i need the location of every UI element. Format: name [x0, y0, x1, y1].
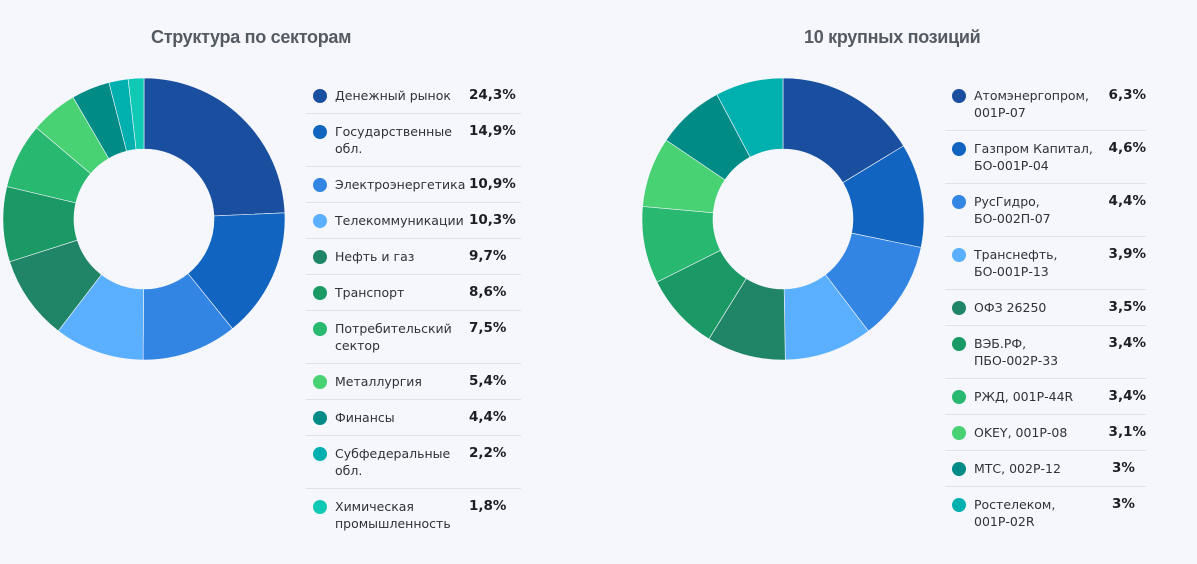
legend-value: 3,1% [1108, 424, 1146, 440]
legend-value: 2,2% [469, 445, 507, 461]
legend-color-dot-icon [313, 250, 327, 264]
legend-label: ВЭБ.РФ, ПБО-002Р-33 [974, 336, 1059, 368]
positions-chart-title: 10 крупных позиций [804, 27, 981, 47]
legend-label: Ростелеком, 001Р-02R [974, 497, 1056, 529]
legend-color-dot-icon [952, 426, 966, 440]
legend-item[interactable]: Транспорт 8,6% [306, 275, 521, 311]
legend-label: Финансы [335, 410, 395, 425]
legend-color-dot-icon [952, 89, 966, 103]
legend-value: 14,9% [469, 123, 516, 139]
legend-color-dot-icon [952, 462, 966, 476]
legend-color-dot-icon [313, 89, 327, 103]
legend-label: РусГидро, БО-002П-07 [974, 194, 1051, 226]
legend-color-dot-icon [313, 286, 327, 300]
legend-color-dot-icon [313, 214, 327, 228]
legend-color-dot-icon [313, 375, 327, 389]
sector-legend: Денежный рынок 24,3% Государственные обл. 1… [306, 78, 521, 541]
legend-color-dot-icon [952, 248, 966, 262]
legend-label: Транснефть, БО-001Р-13 [974, 247, 1058, 279]
legend-label: Субфедеральные обл. [335, 446, 451, 478]
legend-color-dot-icon [952, 390, 966, 404]
legend-item[interactable]: Ростелеком, 001Р-02R 3% [945, 487, 1146, 539]
legend-item[interactable]: Транснефть, БО-001Р-13 3,9% [945, 237, 1146, 290]
legend-item[interactable]: Химическая промышленность 1,8% [306, 489, 521, 541]
legend-item[interactable]: Денежный рынок 24,3% [306, 78, 521, 114]
legend-value: 8,6% [469, 284, 507, 300]
legend-value: 3% [1112, 460, 1135, 476]
legend-item[interactable]: Металлургия 5,4% [306, 364, 521, 400]
legend-value: 3,4% [1108, 335, 1146, 351]
legend-color-dot-icon [952, 337, 966, 351]
legend-color-dot-icon [952, 301, 966, 315]
legend-item[interactable]: Газпром Капитал, БО-001Р-04 4,6% [945, 131, 1146, 184]
legend-value: 3,5% [1108, 299, 1146, 315]
legend-item[interactable]: Потребительский сектор 7,5% [306, 311, 521, 364]
positions-donut-chart [641, 77, 925, 361]
legend-label: Транспорт [335, 285, 405, 300]
legend-label: Газпром Капитал, БО-001Р-04 [974, 141, 1093, 173]
positions-legend: Атомэнергопром, 001Р-07 6,3% Газпром Капит… [945, 78, 1146, 539]
sector-chart-title: Структура по секторам [151, 27, 352, 47]
legend-item[interactable]: ВЭБ.РФ, ПБО-002Р-33 3,4% [945, 326, 1146, 379]
legend-label: РЖД, 001Р-44R [974, 389, 1074, 404]
donut-segment[interactable] [127, 77, 145, 150]
legend-value: 4,4% [1108, 193, 1146, 209]
legend-value: 24,3% [469, 87, 516, 103]
top-positions-panel: 10 крупных позиций Атомэнергопром, 001Р-… [630, 0, 1197, 564]
legend-color-dot-icon [952, 498, 966, 512]
legend-item[interactable]: Нефть и газ 9,7% [306, 239, 521, 275]
legend-item[interactable]: ОФЗ 26250 3,5% [945, 290, 1146, 326]
legend-item[interactable]: OKEY, 001Р-08 3,1% [945, 415, 1146, 451]
legend-label: Потребительский сектор [335, 321, 452, 353]
legend-item[interactable]: Телекоммуникации 10,3% [306, 203, 521, 239]
legend-value: 7,5% [469, 320, 507, 336]
legend-value: 3% [1112, 496, 1135, 512]
legend-label: Металлургия [335, 374, 422, 389]
legend-label: Государственные обл. [335, 124, 452, 156]
legend-item[interactable]: Финансы 4,4% [306, 400, 521, 436]
legend-label: Денежный рынок [335, 88, 451, 103]
legend-item[interactable]: МТС, 002Р-12 3% [945, 451, 1146, 487]
donut-segment[interactable] [716, 77, 784, 158]
legend-value: 3,4% [1108, 388, 1146, 404]
legend-value: 5,4% [469, 373, 507, 389]
legend-label: ОФЗ 26250 [974, 300, 1047, 315]
legend-item[interactable]: Государственные обл. 14,9% [306, 114, 521, 167]
legend-item[interactable]: Субфедеральные обл. 2,2% [306, 436, 521, 489]
legend-label: Химическая промышленность [335, 499, 451, 531]
legend-item[interactable]: Электроэнергетика 10,9% [306, 167, 521, 203]
legend-label: Телекоммуникации [335, 213, 464, 228]
legend-label: Электроэнергетика [335, 177, 466, 192]
legend-value: 9,7% [469, 248, 507, 264]
donut-segment[interactable] [143, 77, 286, 217]
legend-value: 1,8% [469, 498, 507, 514]
legend-color-dot-icon [313, 411, 327, 425]
legend-item[interactable]: РусГидро, БО-002П-07 4,4% [945, 184, 1146, 237]
legend-value: 6,3% [1108, 87, 1146, 103]
legend-color-dot-icon [313, 447, 327, 461]
legend-value: 4,4% [469, 409, 507, 425]
legend-value: 10,9% [469, 176, 516, 192]
legend-value: 10,3% [469, 212, 516, 228]
legend-color-dot-icon [313, 500, 327, 514]
legend-color-dot-icon [313, 125, 327, 139]
legend-label: МТС, 002Р-12 [974, 461, 1061, 476]
legend-item[interactable]: Атомэнергопром, 001Р-07 6,3% [945, 78, 1146, 131]
legend-color-dot-icon [313, 178, 327, 192]
sector-donut-chart [2, 77, 286, 361]
legend-label: OKEY, 001Р-08 [974, 425, 1068, 440]
legend-color-dot-icon [313, 322, 327, 336]
legend-value: 4,6% [1108, 140, 1146, 156]
sector-structure-panel: Структура по секторам Денежный рынок 24,3… [0, 0, 560, 564]
legend-label: Атомэнергопром, 001Р-07 [974, 88, 1089, 120]
legend-color-dot-icon [952, 142, 966, 156]
legend-value: 3,9% [1108, 246, 1146, 262]
legend-color-dot-icon [952, 195, 966, 209]
legend-item[interactable]: РЖД, 001Р-44R 3,4% [945, 379, 1146, 415]
legend-label: Нефть и газ [335, 249, 415, 264]
